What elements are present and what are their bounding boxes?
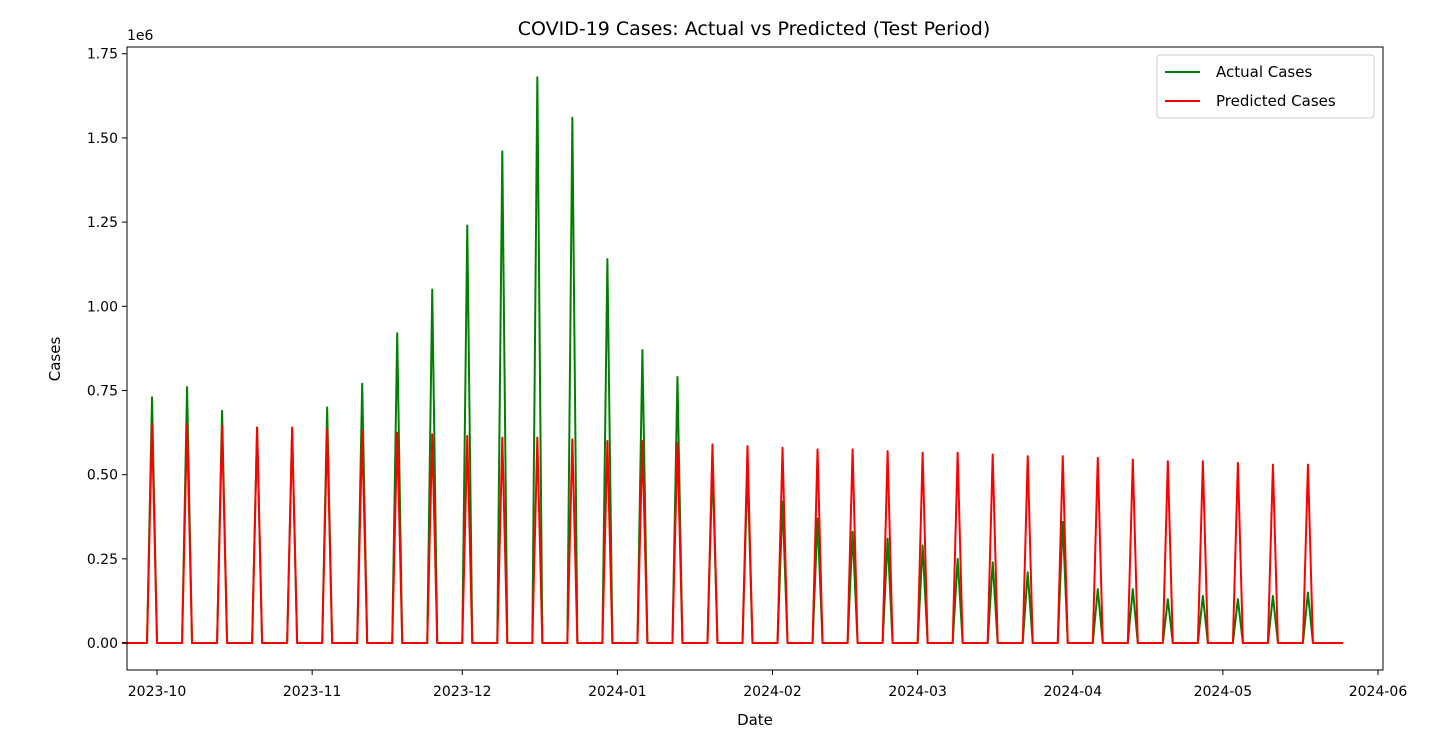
y-tick-label: 1.50 (87, 131, 118, 147)
plot-area (122, 46, 1384, 671)
x-tick-label: 2024-01 (588, 684, 647, 700)
y-axis-label: Cases (46, 337, 64, 382)
legend: Actual Cases Predicted Cases (1156, 54, 1375, 119)
y-tick-label: 0.50 (87, 468, 118, 484)
x-tick-label: 2024-02 (743, 684, 802, 700)
plot-frame (127, 47, 1383, 670)
x-axis-label: Date (737, 711, 773, 729)
y-tick-label: 1.25 (87, 215, 118, 231)
y-tick-label: 0.25 (87, 552, 118, 568)
x-tick-label: 2024-03 (888, 684, 947, 700)
y-tick-label: 0.00 (87, 636, 118, 652)
x-tick-label: 2024-04 (1044, 684, 1103, 700)
legend-label-predicted: Predicted Cases (1216, 92, 1336, 110)
y-axis: 0.00 0.25 0.50 0.75 1.00 1.25 1.50 1.75 (87, 47, 127, 652)
y-tick-label: 0.75 (87, 383, 118, 399)
x-tick-label: 2023-10 (128, 684, 187, 700)
y-offset-label: 1e6 (127, 28, 154, 44)
series-layer (122, 76, 1343, 645)
chart-title: COVID-19 Cases: Actual vs Predicted (Tes… (518, 18, 991, 40)
y-tick-label: 1.75 (87, 47, 118, 63)
legend-box (1156, 54, 1375, 119)
x-tick-label: 2023-11 (283, 684, 342, 700)
x-tick-label: 2024-05 (1194, 684, 1253, 700)
legend-label-actual: Actual Cases (1216, 63, 1312, 81)
plot-border (126, 46, 1384, 671)
x-tick-label: 2023-12 (433, 684, 492, 700)
x-axis: 2023-10 2023-11 2023-12 2024-01 2024-02 2024-… (128, 670, 1408, 700)
x-tick-label: 2024-06 (1349, 684, 1408, 700)
series-line-predicted (122, 423, 1343, 645)
y-tick-label: 1.00 (87, 299, 118, 315)
